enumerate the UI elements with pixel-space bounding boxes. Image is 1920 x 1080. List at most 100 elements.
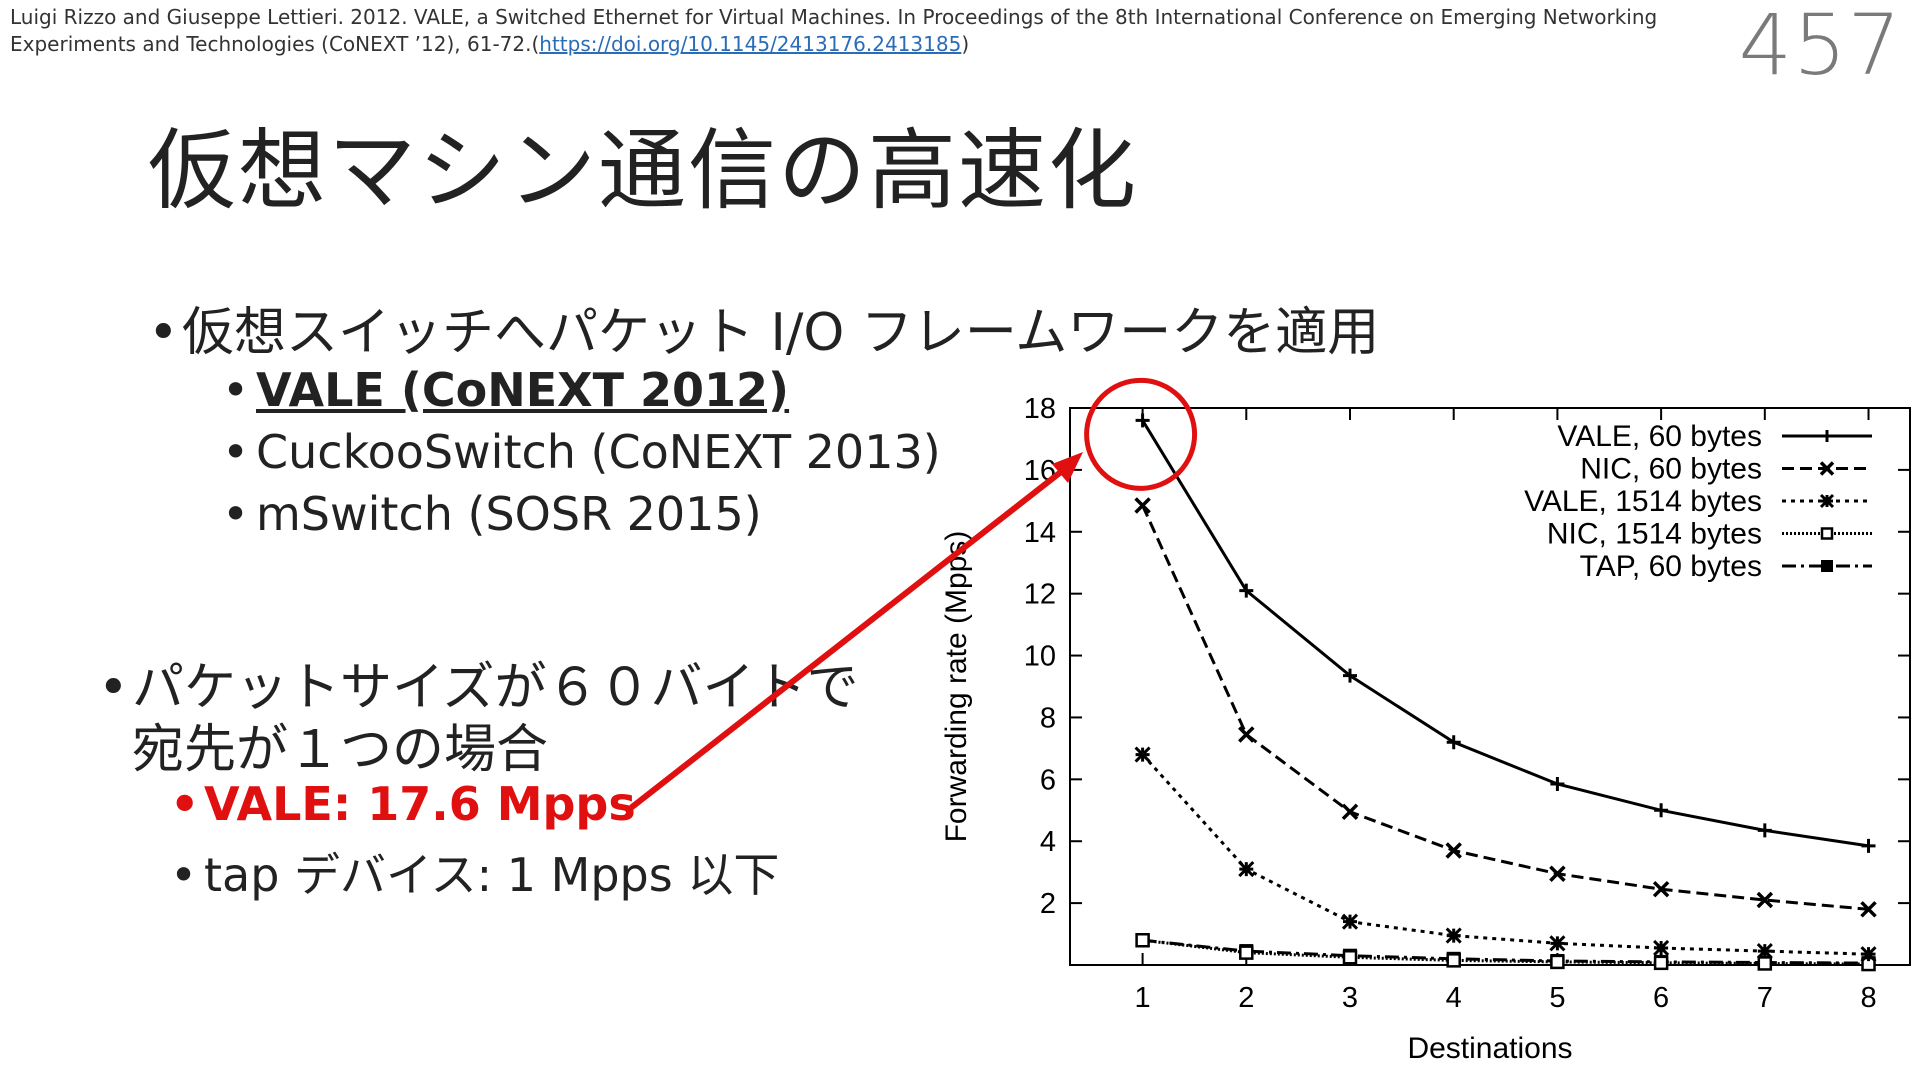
series-nic-1514-bytes — [1135, 932, 1876, 972]
x-marker — [1860, 901, 1877, 918]
y-tick-label: 8 — [1040, 702, 1056, 734]
x-marker — [1652, 880, 1670, 898]
citation: Luigi Rizzo and Giuseppe Lettieri. 2012.… — [10, 4, 1710, 58]
doi-link[interactable]: https://doi.org/10.1145/2413176.2413185 — [539, 32, 962, 56]
legend-entry: VALE, 1514 bytes — [1524, 485, 1872, 518]
square-marker — [1820, 527, 1834, 540]
sub-bullet-cuckooswitch: • CuckooSwitch (CoNEXT 2013) — [222, 425, 941, 479]
series-vale-1514-bytes — [1134, 746, 1877, 963]
bullet-text: パケットサイズが６０バイトで — [132, 658, 859, 718]
x-marker — [1238, 726, 1255, 743]
legend-label: VALE, 1514 bytes — [1524, 485, 1762, 518]
bullet-dot: • — [222, 363, 250, 417]
bullet-packet-size: •パケットサイズが６０バイトで — [98, 645, 858, 720]
y-tick-label: 12 — [1024, 579, 1056, 611]
annotation-arrow-shaft — [629, 465, 1069, 810]
sub-bullet-vale-rate: •VALE: 17.6 Mpps — [170, 777, 636, 831]
bullet-text: VALE (CoNEXT 2012) — [256, 363, 790, 417]
bullet-dot: • — [170, 777, 200, 831]
x-tick-label: 1 — [1135, 982, 1151, 1014]
series-vale-60-bytes — [1135, 413, 1876, 853]
star-marker — [1445, 927, 1462, 944]
star-marker — [1756, 943, 1773, 960]
bullet-dot: • — [222, 487, 250, 541]
bullet-packet-size-line2: 宛先が１つの場合 — [132, 720, 549, 780]
x-tick-label: 6 — [1653, 982, 1669, 1014]
bullet-apply-framework: •仮想スイッチへパケット I/O フレームワークを適用 — [148, 290, 1379, 365]
bullet-dot: • — [222, 425, 250, 479]
x-tick-label: 4 — [1446, 982, 1462, 1014]
y-tick-label: 2 — [1040, 888, 1056, 920]
plus-marker — [1550, 776, 1565, 791]
sub-bullet-tap-rate: • tap デバイス: 1 Mpps 以下 — [170, 839, 779, 905]
x-marker — [1134, 497, 1151, 514]
x-marker — [1756, 891, 1774, 909]
plus-marker — [1757, 823, 1772, 838]
plus-marker — [1654, 803, 1669, 818]
x-tick-label: 3 — [1342, 982, 1358, 1014]
sub-bullet-vale: • VALE (CoNEXT 2012) — [222, 363, 789, 417]
slide-title: 仮想マシン通信の高速化 — [148, 119, 1139, 222]
star-marker — [1860, 946, 1877, 963]
x-tick-label: 8 — [1860, 982, 1876, 1014]
filled-square-marker — [1821, 560, 1833, 572]
highlight-circle — [1084, 377, 1198, 491]
y-tick-label: 4 — [1040, 826, 1056, 858]
plus-marker — [1343, 668, 1357, 683]
legend-entry: NIC, 1514 bytes — [1547, 518, 1872, 551]
bullet-dot: • — [98, 658, 129, 718]
plus-marker — [1135, 413, 1150, 428]
series-line — [1142, 938, 1869, 966]
bullet-text: VALE: 17.6 Mpps — [204, 777, 636, 831]
legend-entry: NIC, 60 bytes — [1580, 453, 1872, 486]
bullet-text: 仮想スイッチへパケット I/O フレームワークを適用 — [182, 303, 1380, 363]
legend-entry: TAP, 60 bytes — [1580, 550, 1872, 583]
plus-marker — [1446, 735, 1461, 750]
square-marker — [1550, 954, 1565, 970]
square-marker — [1135, 932, 1150, 948]
square-marker — [1653, 955, 1669, 971]
legend-label: TAP, 60 bytes — [1580, 550, 1762, 583]
citation-suffix: ) — [961, 32, 970, 56]
legend-label: NIC, 60 bytes — [1580, 453, 1762, 486]
bullet-text: mSwitch (SOSR 2015) — [256, 487, 762, 541]
page-number: 457 — [1738, 0, 1902, 94]
plus-marker — [1239, 583, 1254, 598]
sub-bullet-mswitch: • mSwitch (SOSR 2015) — [222, 487, 762, 541]
x-axis-label: Destinations — [1407, 1032, 1572, 1065]
series-nic-60-bytes — [1134, 497, 1877, 918]
square-marker — [1757, 956, 1773, 971]
plus-marker — [1861, 838, 1876, 853]
x-tick-label: 7 — [1757, 982, 1773, 1014]
square-marker — [1342, 950, 1358, 965]
plus-marker — [1821, 430, 1833, 442]
series-line — [1141, 753, 1869, 956]
legend-label: VALE, 60 bytes — [1557, 420, 1762, 453]
star-marker — [1653, 939, 1670, 957]
x-marker — [1819, 461, 1835, 476]
bullet-text: CuckooSwitch (CoNEXT 2013) — [256, 425, 941, 479]
citation-text: Luigi Rizzo and Giuseppe Lettieri. 2012.… — [10, 5, 1658, 56]
star-marker — [1134, 746, 1151, 763]
x-tick-label: 5 — [1549, 982, 1565, 1014]
y-tick-label: 10 — [1024, 641, 1056, 673]
annotation-arrowhead — [1052, 452, 1083, 483]
y-tick-label: 6 — [1040, 764, 1056, 796]
x-marker — [1341, 803, 1359, 821]
x-marker — [1549, 865, 1566, 882]
y-tick-label: 14 — [1024, 517, 1056, 549]
square-marker — [1239, 945, 1254, 960]
y-axis-label: Forwarding rate (Mpps) — [940, 531, 973, 843]
series-line — [1141, 504, 1869, 911]
square-marker — [1446, 953, 1461, 968]
x-marker — [1445, 842, 1462, 859]
star-marker — [1238, 861, 1255, 878]
bullet-dot: • — [170, 848, 198, 902]
legend-label: NIC, 1514 bytes — [1547, 518, 1762, 551]
star-marker — [1819, 493, 1835, 509]
legend-entry: VALE, 60 bytes — [1557, 420, 1872, 453]
plot-frame — [1069, 407, 1911, 966]
bullet-dot: • — [148, 303, 179, 363]
y-tick-label: 18 — [1024, 393, 1056, 425]
